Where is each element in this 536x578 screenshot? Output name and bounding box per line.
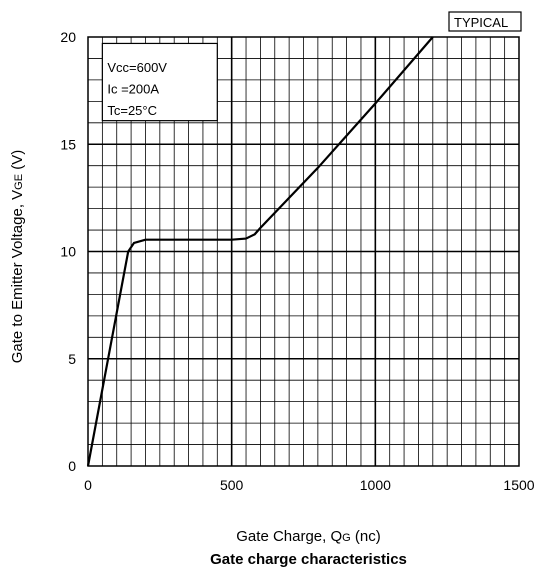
chart-caption: Gate charge characteristics xyxy=(210,551,407,568)
x-tick-label: 1500 xyxy=(503,477,534,493)
y-tick-label: 20 xyxy=(60,29,76,45)
x-axis-title: Gate Charge, QG (nc) xyxy=(236,528,380,545)
condition-ic: Ic =200A xyxy=(107,81,159,96)
x-tick-label: 1000 xyxy=(360,477,391,493)
y-tick-label: 10 xyxy=(60,244,76,260)
y-axis-title: Gate to Emitter Voltage, VGE (V) xyxy=(9,150,26,364)
y-tick-label: 15 xyxy=(60,136,76,152)
typical-badge-label: TYPICAL xyxy=(454,15,508,30)
condition-vcc: Vcc=600V xyxy=(107,60,167,75)
plot-frame xyxy=(87,36,520,467)
gate-voltage-curve xyxy=(86,36,434,467)
typical-badge xyxy=(448,11,522,32)
conditions-box xyxy=(101,42,218,122)
y-tick-label: 0 xyxy=(68,458,76,474)
x-tick-label: 500 xyxy=(220,477,244,493)
x-tick-label: 0 xyxy=(84,477,92,493)
condition-tc: Tc=25°C xyxy=(107,103,157,118)
tick-labels: 0 500 1000 1500 0 5 10 15 20 xyxy=(60,29,534,493)
y-tick-label: 5 xyxy=(68,351,76,367)
